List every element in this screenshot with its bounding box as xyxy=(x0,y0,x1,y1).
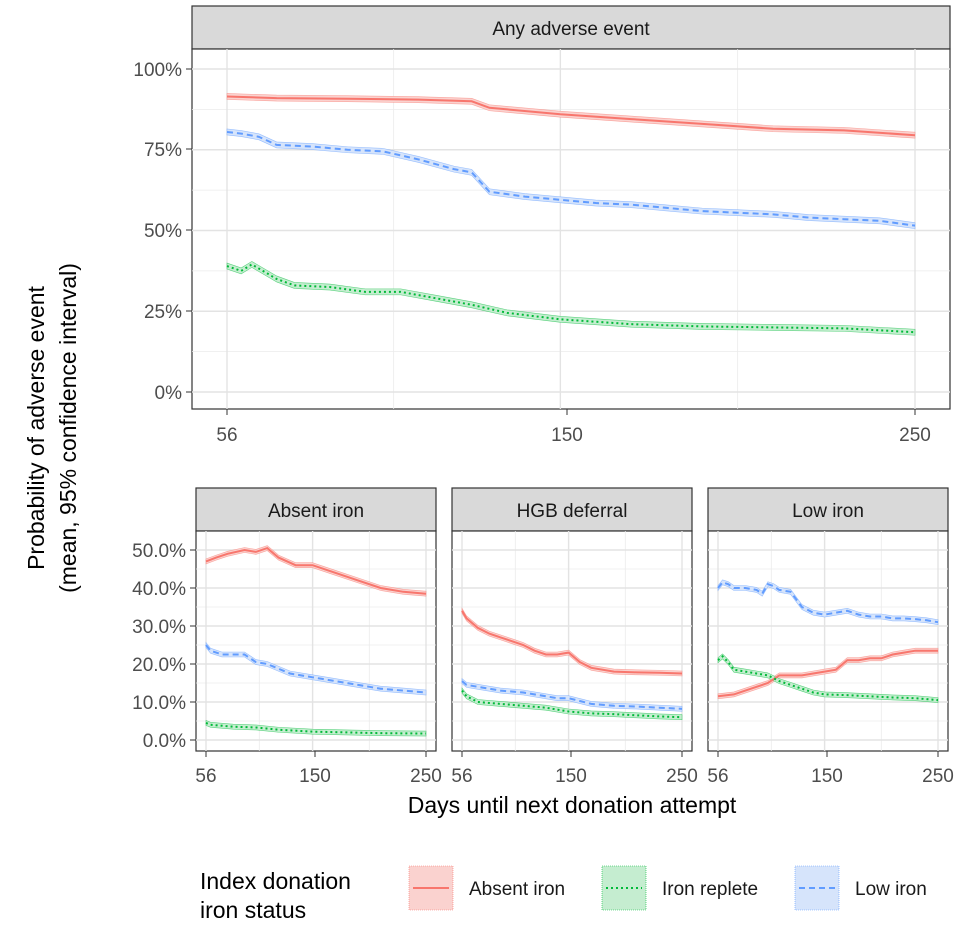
panel-low-iron: Low iron 56 150 250 xyxy=(707,487,954,787)
panel-any-adverse-event: Any adverse event 0% 25% 50% 75% 100% 56… xyxy=(133,5,951,446)
x-ticks-low-iron: 56 150 250 xyxy=(707,751,954,787)
ci-band xyxy=(226,128,916,229)
series-line xyxy=(461,610,683,675)
strip-label-hgb-deferral: HGB deferral xyxy=(517,501,628,522)
y-axis-title-line2: (mean, 95% confidence interval) xyxy=(55,263,81,593)
x-axis-title: Days until next donation attempt xyxy=(408,792,737,818)
series-line xyxy=(226,95,916,137)
plot-bg-low-iron xyxy=(707,530,949,752)
ci-band xyxy=(717,647,939,700)
x-tick-label: 56 xyxy=(707,766,728,787)
y-ticks-absent-iron: 0.0% 10.0% 20.0% 30.0% 40.0% 50.0% xyxy=(132,541,196,752)
y-tick-label: 0% xyxy=(155,383,183,404)
ci-band xyxy=(461,607,683,677)
legend-label-absent-iron: Absent iron xyxy=(469,879,565,900)
panel-absent-iron: Absent iron 0.0% 10.0% 20.0% 30.0% 40.0%… xyxy=(132,487,442,787)
legend-title-line1: Index donation xyxy=(200,868,351,894)
y-tick-label: 10.0% xyxy=(132,693,186,714)
y-tick-label: 100% xyxy=(133,60,182,81)
x-ticks-absent-iron: 56 150 250 xyxy=(195,751,442,787)
plot-bg-any-adverse-event xyxy=(191,48,951,410)
x-tick-label: 56 xyxy=(451,766,472,787)
x-tick-label: 150 xyxy=(299,766,331,787)
series-line xyxy=(226,263,916,334)
y-tick-label: 20.0% xyxy=(132,655,186,676)
strip-absent-iron xyxy=(195,487,437,532)
series-line xyxy=(205,644,427,694)
y-ticks-any-adverse-event: 0% 25% 50% 75% 100% xyxy=(133,60,192,404)
legend: Index donation iron status Absent iron I… xyxy=(200,865,927,923)
panel-hgb-deferral: HGB deferral 56 150 250 xyxy=(451,487,698,787)
strip-label-any-adverse-event: Any adverse event xyxy=(492,19,650,40)
y-tick-label: 75% xyxy=(144,140,182,161)
ci-band xyxy=(205,641,427,696)
legend-label-low-iron: Low iron xyxy=(855,879,927,900)
strip-low-iron xyxy=(707,487,949,532)
series-line xyxy=(717,581,939,624)
legend-title-line2: iron status xyxy=(200,897,306,923)
series-line xyxy=(717,655,939,702)
lines-any-adverse-event xyxy=(226,95,916,334)
x-tick-label: 250 xyxy=(899,425,931,446)
x-tick-label: 150 xyxy=(551,425,583,446)
strip-label-low-iron: Low iron xyxy=(792,501,864,522)
ci-band xyxy=(205,545,427,597)
x-tick-label: 150 xyxy=(811,766,843,787)
x-tick-label: 56 xyxy=(195,766,216,787)
y-axis-title: Probability of adverse event (mean, 95% … xyxy=(23,263,81,593)
series-line xyxy=(226,130,916,227)
y-tick-label: 0.0% xyxy=(143,731,186,752)
x-ticks-any-adverse-event: 56 150 250 xyxy=(216,409,931,446)
strip-label-absent-iron: Absent iron xyxy=(268,501,364,522)
y-tick-label: 50% xyxy=(144,221,182,242)
legend-label-iron-replete: Iron replete xyxy=(662,879,758,900)
x-tick-label: 250 xyxy=(666,766,698,787)
series-line xyxy=(205,546,427,595)
y-tick-label: 40.0% xyxy=(132,579,186,600)
ci-band xyxy=(226,261,916,336)
ci-band xyxy=(461,687,683,721)
legend-key-iron-replete xyxy=(601,865,647,911)
y-tick-label: 25% xyxy=(144,302,182,323)
y-axis-title-line1: Probability of adverse event xyxy=(23,285,49,569)
series-line xyxy=(717,649,938,698)
strip-any-adverse-event xyxy=(191,5,951,50)
x-tick-label: 250 xyxy=(922,766,954,787)
x-ticks-hgb-deferral: 56 150 250 xyxy=(451,751,698,787)
ci-band xyxy=(717,653,939,703)
x-tick-label: 56 xyxy=(216,425,237,446)
x-tick-label: 150 xyxy=(555,766,587,787)
x-tick-label: 250 xyxy=(410,766,442,787)
y-tick-label: 30.0% xyxy=(132,617,186,638)
y-tick-label: 50.0% xyxy=(132,541,186,562)
